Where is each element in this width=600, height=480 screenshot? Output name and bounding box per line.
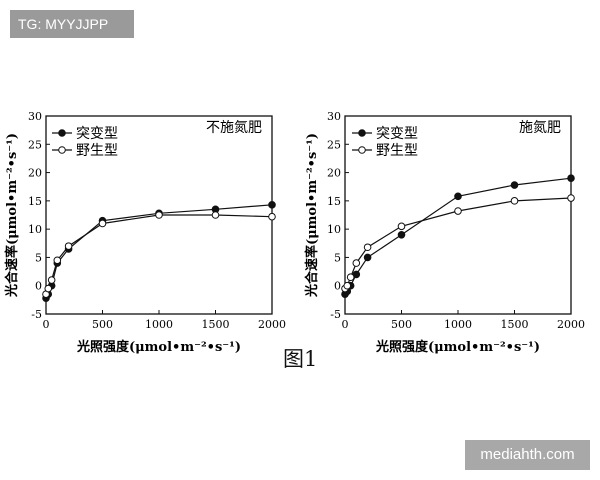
legend-marker bbox=[58, 146, 66, 154]
data-point-wild bbox=[343, 281, 352, 290]
x-tick-label: 1000 bbox=[145, 318, 173, 331]
y-tick-label: 5 bbox=[334, 251, 341, 264]
series-line-mutant bbox=[45, 204, 273, 299]
y-tick-label: 10 bbox=[327, 223, 341, 236]
data-point-mutant bbox=[510, 181, 519, 189]
y-tick-label: 0 bbox=[334, 280, 341, 293]
panel-title: 施氮肥 bbox=[519, 120, 561, 136]
data-point-wild bbox=[454, 207, 462, 215]
data-point-wild bbox=[363, 243, 372, 252]
y-tick-label: 15 bbox=[327, 195, 341, 208]
y-tick-label: 0 bbox=[35, 280, 42, 293]
panel-title: 不施氮肥 bbox=[206, 120, 262, 136]
data-point-wild bbox=[47, 276, 56, 284]
legend-marker bbox=[358, 146, 366, 154]
legend-marker bbox=[358, 129, 366, 137]
watermark-bottom: mediahth.com bbox=[465, 440, 590, 470]
legend-label: 野生型 bbox=[376, 143, 418, 159]
legend-marker bbox=[58, 129, 66, 137]
data-point-mutant bbox=[268, 201, 276, 209]
data-point-wild bbox=[64, 242, 73, 250]
x-tick-label: 1500 bbox=[501, 318, 529, 331]
y-tick-label: 20 bbox=[28, 167, 42, 180]
y-tick-label: 10 bbox=[28, 223, 42, 236]
watermark-top: TG: MYYJJPP bbox=[10, 10, 134, 38]
legend-label: 野生型 bbox=[76, 143, 118, 159]
y-tick-label: 25 bbox=[28, 138, 42, 151]
x-tick-label: 2000 bbox=[557, 318, 585, 331]
y-tick-label: 15 bbox=[28, 195, 42, 208]
data-point-wild bbox=[44, 284, 53, 293]
y-axis-label: 光合速率(μmol•m⁻²•s⁻¹) bbox=[304, 133, 320, 298]
data-point-mutant bbox=[567, 174, 575, 183]
data-point-wild bbox=[98, 219, 107, 228]
x-tick-label: 500 bbox=[391, 318, 412, 331]
data-point-wild bbox=[567, 194, 575, 202]
figure-caption: 图1 bbox=[283, 347, 318, 371]
data-point-mutant bbox=[454, 192, 462, 201]
x-axis-label: 光照强度(μmol•m⁻²•s⁻¹) bbox=[375, 339, 540, 355]
data-point-wild bbox=[211, 211, 220, 219]
x-tick-label: 1500 bbox=[202, 318, 230, 331]
y-tick-label: -5 bbox=[31, 308, 42, 321]
data-point-wild bbox=[397, 222, 406, 231]
x-tick-label: 500 bbox=[92, 318, 113, 331]
data-point-wild bbox=[346, 273, 355, 282]
data-point-wild bbox=[268, 212, 276, 221]
data-point-wild bbox=[53, 256, 62, 265]
x-tick-label: 2000 bbox=[258, 318, 286, 331]
y-tick-label: 30 bbox=[28, 110, 42, 123]
data-point-mutant bbox=[363, 253, 372, 262]
data-point-mutant bbox=[397, 231, 406, 239]
data-point-wild bbox=[510, 197, 519, 205]
series-line-wild bbox=[45, 214, 273, 295]
x-tick-label: 0 bbox=[342, 318, 349, 331]
data-point-wild bbox=[352, 259, 361, 267]
y-tick-label: 25 bbox=[327, 138, 341, 151]
x-tick-label: 0 bbox=[43, 318, 50, 331]
legend-label: 突变型 bbox=[76, 126, 118, 142]
y-axis-label: 光合速率(μmol•m⁻²•s⁻¹) bbox=[4, 133, 20, 298]
legend-label: 突变型 bbox=[376, 126, 418, 142]
data-point-wild bbox=[155, 211, 163, 219]
y-tick-label: -5 bbox=[330, 308, 341, 321]
y-tick-label: 5 bbox=[35, 251, 42, 264]
x-axis-label: 光照强度(μmol•m⁻²•s⁻¹) bbox=[76, 339, 241, 355]
y-tick-label: 30 bbox=[327, 110, 341, 123]
y-tick-label: 20 bbox=[327, 167, 341, 180]
x-tick-label: 1000 bbox=[444, 318, 472, 331]
